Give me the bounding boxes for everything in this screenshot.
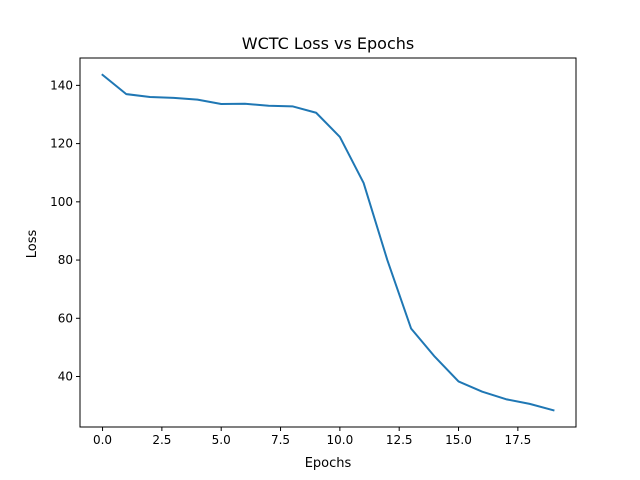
- y-axis-label: Loss: [25, 230, 40, 259]
- x-axis-label: Epochs: [305, 456, 352, 471]
- x-tick-label: 10.0: [327, 433, 354, 447]
- series-line-0: [101, 73, 555, 412]
- x-tick-label: 15.0: [445, 433, 472, 447]
- y-tick-label: 140: [50, 78, 73, 92]
- y-tick-label: 120: [50, 137, 73, 151]
- x-tick-label: 0.0: [93, 433, 112, 447]
- x-axis: 0.0 2.5 5.0 7.5 10.0 12.5 15.0 17.5: [93, 427, 531, 447]
- y-tick-label: 60: [58, 311, 73, 325]
- chart-title: WCTC Loss vs Epochs: [242, 34, 414, 53]
- x-tick-label: 12.5: [386, 433, 413, 447]
- x-tick-label: 7.5: [271, 433, 290, 447]
- x-tick-label: 5.0: [212, 433, 231, 447]
- series-layer: [101, 73, 555, 412]
- x-tick-label: 17.5: [504, 433, 531, 447]
- y-axis: 40 60 80 100 120 140: [50, 78, 80, 384]
- y-tick-label: 100: [50, 195, 73, 209]
- x-tick-label: 2.5: [152, 433, 171, 447]
- y-tick-label: 80: [58, 253, 73, 267]
- y-tick-label: 40: [58, 370, 73, 384]
- plot-frame: [79, 57, 577, 428]
